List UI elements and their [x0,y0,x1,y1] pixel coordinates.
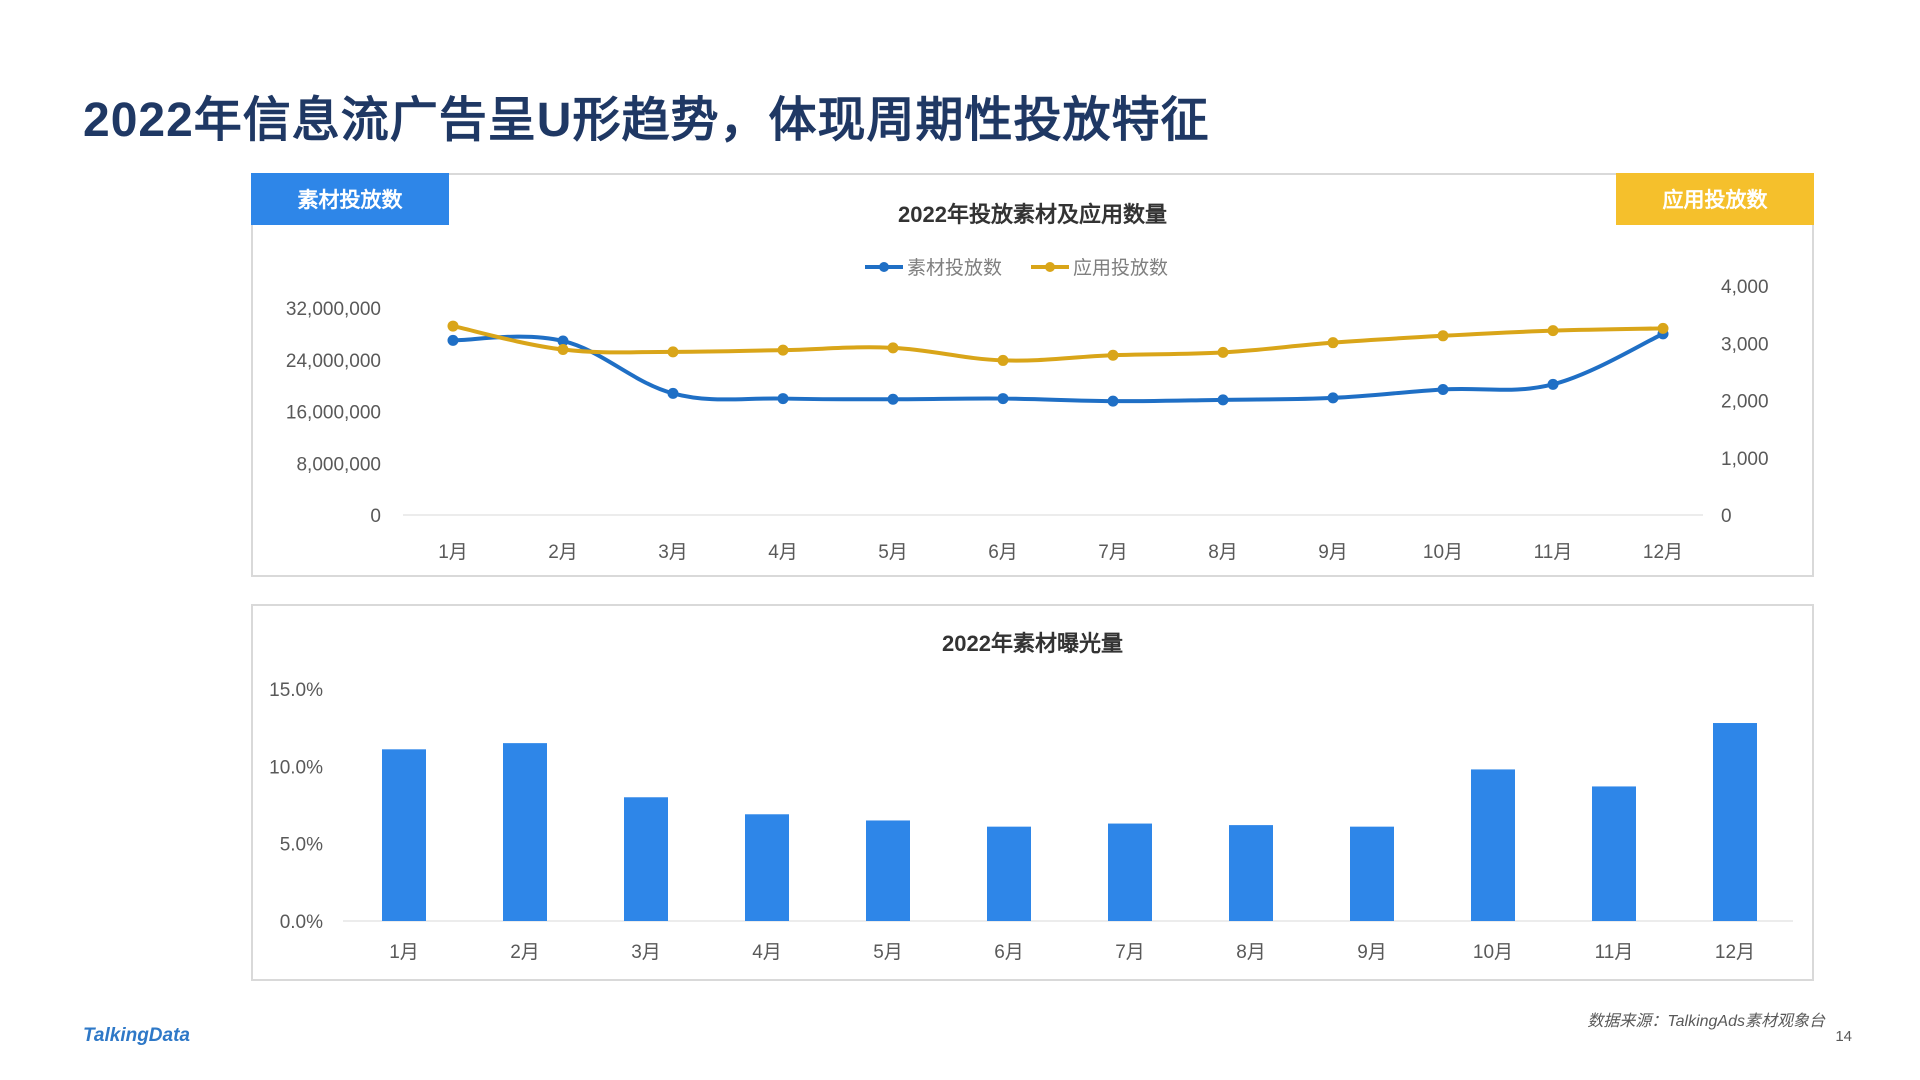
series-point-2 [1657,322,1669,334]
line-x-tick-label: 9月 [1318,542,1348,563]
line-x-tick-label: 1月 [438,542,468,563]
right-axis-tick-label: 1,000 [1721,449,1769,470]
bar-x-tick-label: 9月 [1357,942,1387,963]
bar [1350,826,1394,921]
bar [382,749,426,921]
line-x-tick-label: 12月 [1643,542,1683,563]
right-axis-tick-label: 0 [1721,506,1732,527]
left-axis-tick-label: 24,000,000 [286,351,381,372]
bar-x-tick-label: 2月 [510,942,540,963]
bar [1471,769,1515,921]
bar [1713,723,1757,921]
legend-label-2: 应用投放数 [1073,257,1168,279]
series-point-1 [1547,378,1559,390]
series-point-2 [1217,346,1229,358]
series-point-1 [887,393,899,405]
series-point-2 [1437,330,1449,342]
legend-marker-1 [879,262,889,272]
legend-marker-2 [1045,262,1055,272]
line-x-tick-label: 11月 [1534,542,1573,563]
line-x-tick-label: 7月 [1098,542,1128,563]
bar-x-tick-label: 3月 [631,942,661,963]
data-source-note: 数据来源：TalkingAds素材观象台 [1587,1013,1825,1030]
bar-x-tick-label: 5月 [873,942,903,963]
right-axis-tag: 应用投放数 [1616,173,1814,225]
bar [1108,823,1152,921]
bar [745,814,789,921]
bar [866,820,910,921]
line-x-tick-label: 6月 [988,542,1018,563]
left-axis-tick-label: 16,000,000 [286,403,381,424]
series-point-2 [557,344,569,356]
bar-y-tick-label: 0.0% [280,912,323,933]
right-axis-tick-label: 4,000 [1721,277,1769,298]
bar-x-tick-label: 7月 [1115,942,1145,963]
line-chart: 0 8,000,000 16,000,000 24,000,000 32,000,000… [286,257,1769,563]
series-point-2 [1327,337,1339,349]
bar-chart-title: 2022年素材曝光量 [942,631,1123,656]
bar-chart-panel: 2022年素材曝光量 0.0% 5.0% 10.0% 15.0% 1月 2月 3月 4月 5月 6… [251,604,1814,981]
series-point-1 [1107,395,1119,407]
left-axis-tick-label: 0 [370,506,381,527]
legend-label-1: 素材投放数 [907,257,1002,279]
series-point-2 [997,354,1009,366]
line-x-tick-label: 5月 [878,542,908,563]
bar-y-tick-label: 5.0% [280,835,323,856]
legend-item-1: 素材投放数 [865,257,1002,279]
talkingdata-logo: TalkingData [83,1025,190,1046]
page-number: 14 [1835,1028,1852,1045]
line-x-tick-label: 8月 [1208,542,1238,563]
series-point-2 [1547,325,1559,337]
series-point-1 [1437,384,1449,396]
page-title: 2022年信息流广告呈U形趋势，体现周期性投放特征 [83,94,1210,147]
series-point-1 [447,334,459,346]
bar-y-tick-label: 10.0% [269,757,323,778]
bar-y-tick-label: 15.0% [269,680,323,701]
bar-x-tick-label: 1月 [389,942,419,963]
series-point-1 [997,393,1009,405]
line-chart-title: 2022年投放素材及应用数量 [898,202,1167,227]
series-point-2 [887,342,899,354]
left-axis-tick-label: 8,000,000 [296,454,381,475]
bar-x-tick-label: 11月 [1595,942,1634,963]
series-point-2 [1107,349,1119,361]
line-x-tick-label: 10月 [1423,542,1463,563]
bar [1229,825,1273,921]
bar-x-tick-label: 10月 [1473,942,1513,963]
left-axis-tick-label: 32,000,000 [286,299,381,320]
line-chart-panel: 素材投放数 应用投放数 2022年投放素材及应用数量 0 8,000,000 16,… [251,173,1814,577]
bar [1592,786,1636,921]
right-axis-tick-label: 2,000 [1721,392,1769,413]
legend-item-2: 应用投放数 [1031,257,1168,279]
series-point-1 [1217,394,1229,406]
bar-x-tick-label: 12月 [1715,942,1755,963]
series-point-1 [1327,392,1339,404]
right-axis-tick-label: 3,000 [1721,334,1769,355]
series-point-2 [777,344,789,356]
series-point-1 [667,387,679,399]
series-line-1 [452,332,1664,404]
series-point-1 [557,335,569,347]
bar [987,826,1031,921]
series-point-2 [667,346,679,358]
bar [624,797,668,921]
line-x-tick-label: 3月 [658,542,688,563]
bar-x-tick-label: 6月 [994,942,1024,963]
left-axis-tag: 素材投放数 [251,173,449,225]
series-point-2 [447,320,459,332]
bar-chart: 0.0% 5.0% 10.0% 15.0% 1月 2月 3月 4月 5月 6月 7月 8月 9月 10月 1… [269,680,1793,963]
bar [503,743,547,921]
series-line-2 [452,324,1664,363]
bar-x-tick-label: 8月 [1236,942,1266,963]
series-point-1 [777,393,789,405]
line-x-tick-label: 2月 [548,542,578,563]
line-x-tick-label: 4月 [768,542,798,563]
bar-x-tick-label: 4月 [752,942,782,963]
